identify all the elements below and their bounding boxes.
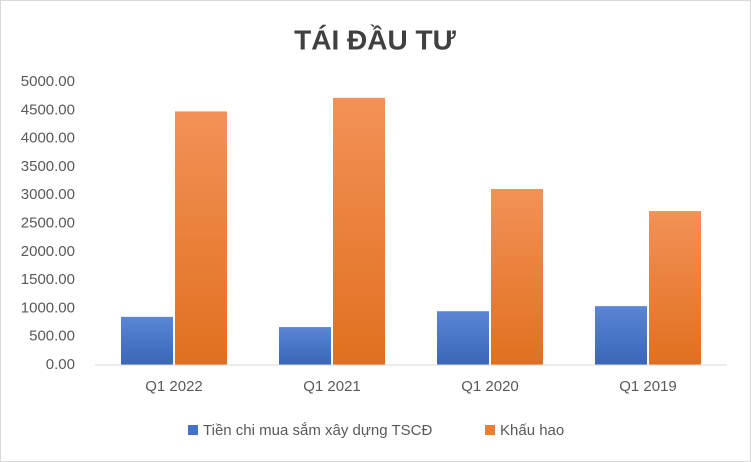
x-tick-label: Q1 2020 — [461, 378, 519, 395]
y-tick-label: 3000.00 — [21, 186, 75, 203]
y-tick-label: 5000.00 — [21, 73, 75, 90]
bar — [175, 111, 227, 365]
y-tick-label: 1500.00 — [21, 271, 75, 288]
legend-swatch — [485, 425, 495, 435]
x-tick-label: Q1 2021 — [303, 378, 361, 395]
y-tick-label: 4500.00 — [21, 101, 75, 118]
y-tick-label: 4000.00 — [21, 130, 75, 147]
x-tick-label: Q1 2019 — [619, 378, 677, 395]
chart-title: TÁI ĐẦU TƯ — [294, 24, 456, 55]
bar — [491, 188, 543, 365]
x-tick-label: Q1 2022 — [145, 378, 203, 395]
bar — [437, 311, 489, 365]
legend-label: Tiền chi mua sắm xây dựng TSCĐ — [203, 422, 432, 439]
bar — [121, 316, 173, 365]
y-tick-label: 2500.00 — [21, 214, 75, 231]
bar — [333, 97, 385, 366]
y-tick-label: 3500.00 — [21, 158, 75, 175]
y-tick-label: 1000.00 — [21, 299, 75, 316]
legend-swatch — [188, 425, 198, 435]
y-tick-label: 0.00 — [46, 356, 75, 373]
y-tick-label: 2000.00 — [21, 243, 75, 260]
bar — [279, 327, 331, 365]
bar — [649, 211, 701, 365]
bar — [595, 306, 647, 365]
y-tick-label: 500.00 — [29, 328, 75, 345]
legend-label: Khấu hao — [500, 422, 564, 439]
